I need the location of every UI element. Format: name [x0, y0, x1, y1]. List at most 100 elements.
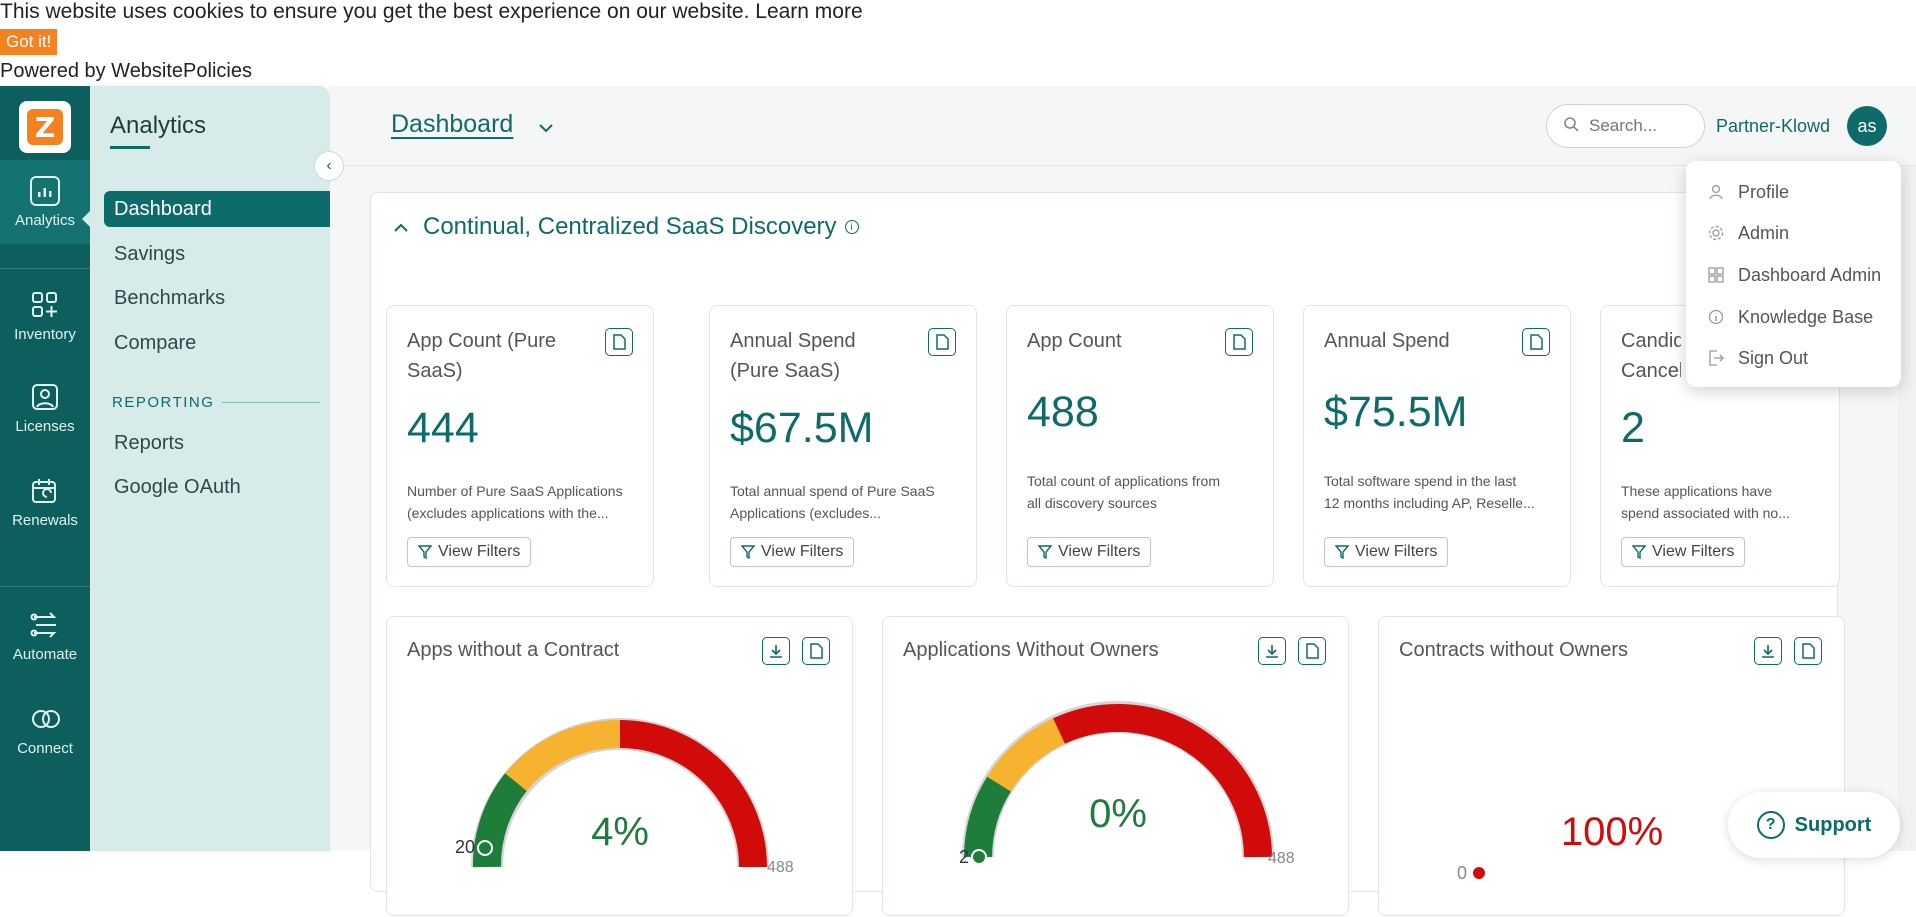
view-filters-button[interactable]: View Filters	[1621, 537, 1746, 567]
calendar-icon	[30, 476, 60, 506]
collapse-nav-button[interactable]: ‹	[314, 151, 344, 181]
reporting-heading: REPORTING	[112, 394, 215, 411]
gauge-card: Applications Without Owners 0% 2 488	[882, 616, 1349, 916]
id-badge-icon	[30, 382, 60, 412]
filter-icon	[418, 545, 432, 559]
gauge-card: Contracts without Owners 100% 0	[1378, 616, 1845, 916]
section-title: Analytics	[110, 112, 207, 139]
rail-label: Analytics	[14, 211, 76, 229]
menu-item-dashboard-admin[interactable]: Dashboard Admin	[1708, 260, 1881, 290]
filter-icon	[1038, 545, 1052, 559]
kpi-card: Annual Spend $75.5M Total software spend…	[1303, 305, 1571, 587]
card-description: Total software spend in the last 12 month…	[1324, 473, 1535, 511]
avatar[interactable]: as	[1847, 106, 1887, 146]
title-underline	[110, 146, 150, 149]
menu-item-knowledge-base[interactable]: Knowledge Base	[1708, 302, 1873, 332]
subnav-item-dashboard[interactable]: Dashboard	[104, 191, 330, 227]
rail-item-connect[interactable]: Connect	[0, 688, 90, 772]
search-box[interactable]	[1546, 104, 1705, 148]
panel-header[interactable]: Continual, Centralized SaaS Discovery i	[393, 213, 859, 241]
rail-label: Automate	[12, 645, 78, 663]
chart-icon	[30, 175, 60, 206]
rail-item-analytics[interactable]: Analytics	[0, 160, 90, 244]
divider	[0, 586, 90, 587]
filter-icon	[1335, 545, 1349, 559]
rail-item-inventory[interactable]: Inventory	[0, 274, 90, 358]
scrollbar[interactable]	[1898, 166, 1916, 851]
info-icon[interactable]: i	[844, 220, 859, 234]
menu-item-sign-out[interactable]: Sign Out	[1708, 343, 1808, 373]
rail-item-automate[interactable]: Automate	[0, 594, 90, 678]
document-icon[interactable]	[1522, 328, 1550, 356]
document-icon[interactable]	[928, 328, 956, 356]
gear-icon	[1708, 225, 1724, 241]
chevron-left-icon: ‹	[326, 157, 332, 174]
kpi-card: Annual Spend (Pure SaaS) $67.5M Total an…	[709, 305, 977, 587]
chevron-up-icon	[393, 217, 409, 238]
rail-label: Inventory	[14, 325, 76, 343]
card-value: $67.5M	[730, 404, 874, 452]
document-icon[interactable]	[1225, 328, 1253, 356]
gauge-min: 20	[455, 837, 475, 857]
card-description: Total count of applications from all disc…	[1027, 473, 1220, 511]
document-icon[interactable]	[1298, 637, 1326, 665]
icon-rail: Z Analytics Inventory Licenses Renewals …	[0, 86, 90, 851]
profile-dropdown: Profile Admin Dashboard Admin Knowledge …	[1686, 161, 1901, 387]
grid-icon	[30, 290, 60, 320]
secondary-nav: Analytics Dashboard Savings Benchmarks C…	[90, 86, 330, 851]
app-logo[interactable]: Z	[19, 101, 71, 153]
saas-discovery-panel: Continual, Centralized SaaS Discovery i …	[370, 192, 1845, 916]
view-filters-button[interactable]: View Filters	[1324, 537, 1449, 567]
subnav-item-reports[interactable]: Reports	[114, 431, 185, 454]
card-title: App Count (Pure SaaS)	[407, 330, 556, 382]
menu-item-admin[interactable]: Admin	[1708, 218, 1789, 248]
download-icon[interactable]	[1258, 637, 1286, 665]
gauge-min: 0	[1457, 863, 1467, 883]
view-filters-button[interactable]: View Filters	[407, 537, 532, 567]
support-label: Support	[1794, 813, 1872, 836]
rail-label: Licenses	[15, 417, 75, 435]
gauge-title: Contracts without Owners	[1399, 639, 1628, 661]
subnav-item-google-oauth[interactable]: Google OAuth	[114, 475, 241, 498]
search-input[interactable]	[1589, 116, 1689, 136]
dashboard-title[interactable]: Dashboard	[391, 110, 514, 138]
document-icon[interactable]	[1794, 637, 1822, 665]
search-icon	[1563, 116, 1579, 137]
cookie-accept-button[interactable]: Got it!	[0, 29, 58, 55]
sign-out-icon	[1708, 350, 1724, 366]
document-icon[interactable]	[802, 637, 830, 665]
gauge-percent: 0%	[1089, 792, 1147, 836]
view-filters-button[interactable]: View Filters	[1027, 537, 1152, 567]
card-description: Total annual spend of Pure SaaS Applicati…	[730, 483, 935, 521]
download-icon[interactable]	[762, 637, 790, 665]
chevron-down-icon[interactable]	[538, 116, 554, 139]
rail-item-renewals[interactable]: Renewals	[0, 460, 90, 544]
active-indicator	[82, 211, 90, 227]
filter-icon	[741, 545, 755, 559]
subnav-item-benchmarks[interactable]: Benchmarks	[114, 286, 226, 309]
partner-name[interactable]: Partner-Klowd	[1716, 116, 1831, 136]
rail-label: Connect	[17, 739, 73, 757]
support-button[interactable]: ? Support	[1728, 792, 1900, 858]
card-value: 488	[1027, 388, 1099, 436]
view-filters-button[interactable]: View Filters	[730, 537, 855, 567]
card-value: $75.5M	[1324, 388, 1468, 436]
gauge-max: 488	[767, 859, 794, 876]
cookie-banner: This website uses cookies to ensure you …	[0, 0, 1916, 86]
rail-item-licenses[interactable]: Licenses	[0, 366, 90, 450]
gauge-chart: 0% 2 488	[959, 701, 1295, 867]
menu-item-profile[interactable]: Profile	[1708, 177, 1789, 207]
gauge-max: 488	[1268, 850, 1295, 867]
subnav-item-savings[interactable]: Savings	[114, 242, 186, 265]
gauge-percent: 4%	[591, 810, 649, 854]
dashboard-icon	[1708, 267, 1724, 283]
logo-letter: Z	[27, 109, 63, 145]
subnav-item-compare[interactable]: Compare	[114, 331, 197, 354]
rail-label: Renewals	[12, 511, 78, 529]
gauge-min: 2	[959, 847, 969, 867]
gauge-chart: 4% 20 488	[455, 718, 794, 876]
card-description: These applications have spend associated …	[1621, 483, 1790, 521]
info-icon	[1708, 309, 1724, 325]
download-icon[interactable]	[1754, 637, 1782, 665]
document-icon[interactable]	[605, 328, 633, 356]
